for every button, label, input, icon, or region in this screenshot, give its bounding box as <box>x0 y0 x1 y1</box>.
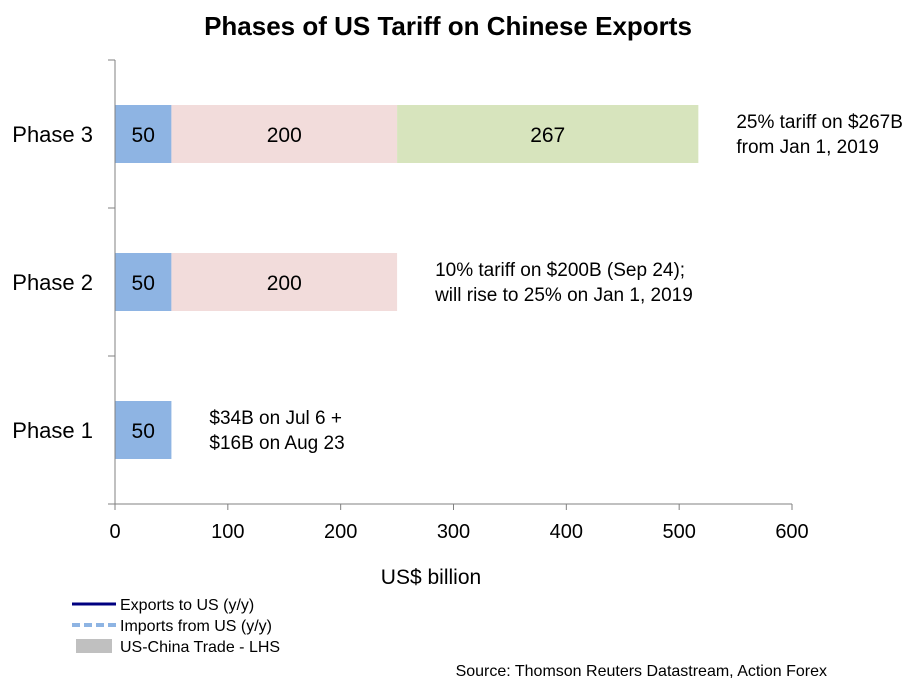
bar-segment <box>115 105 172 163</box>
annotation-text: will rise to 25% on Jan 1, 2019 <box>434 285 693 306</box>
category-label: Phase 3 <box>12 122 93 147</box>
legend-swatch <box>76 639 112 653</box>
bar-segment <box>171 253 398 311</box>
data-label: 200 <box>267 272 302 295</box>
category-label: Phase 2 <box>12 270 93 295</box>
bar-segment <box>171 105 398 163</box>
source-note: Source: Thomson Reuters Datastream, Acti… <box>456 663 827 680</box>
data-label: 50 <box>132 420 155 443</box>
x-tick-label: 0 <box>109 521 120 543</box>
data-label: 50 <box>132 272 155 295</box>
chart-title: Phases of US Tariff on Chinese Exports <box>204 11 692 41</box>
x-tick-label: 200 <box>324 521 357 543</box>
bar-segment <box>115 401 172 459</box>
bar-segment <box>115 253 172 311</box>
data-label: 267 <box>530 124 565 147</box>
x-axis-title: US$ billion <box>381 566 481 589</box>
legend-label: Imports from US (y/y) <box>120 618 272 635</box>
x-tick-label: 600 <box>775 521 808 543</box>
annotation-text: $16B on Aug 23 <box>209 433 344 454</box>
legend: Exports to US (y/y) Imports from US (y/y)… <box>72 597 280 656</box>
legend-label: US-China Trade - LHS <box>120 639 280 656</box>
legend-label: Exports to US (y/y) <box>120 597 254 614</box>
data-label: 50 <box>132 124 155 147</box>
annotation-text: 25% tariff on $267B <box>736 112 903 133</box>
bar-segment <box>397 105 699 163</box>
annotation-text: 10% tariff on $200B (Sep 24); <box>435 260 685 281</box>
x-tick-label: 400 <box>550 521 583 543</box>
x-tick-label: 100 <box>211 521 244 543</box>
data-label: 200 <box>267 124 302 147</box>
x-tick-label: 500 <box>662 521 695 543</box>
annotation-text: $34B on Jul 6 + <box>209 408 342 429</box>
category-label: Phase 1 <box>12 418 93 443</box>
annotations-group: 25% tariff on $267B from Jan 1, 2019 10% t… <box>209 112 902 454</box>
annotation-text: from Jan 1, 2019 <box>736 137 879 158</box>
axes-group: Phase 3 Phase 2 Phase 1 0 100 200 300 400 500 600 <box>12 59 809 543</box>
bars-group: 50 200 267 50 200 50 <box>115 105 699 459</box>
x-tick-label: 300 <box>437 521 470 543</box>
